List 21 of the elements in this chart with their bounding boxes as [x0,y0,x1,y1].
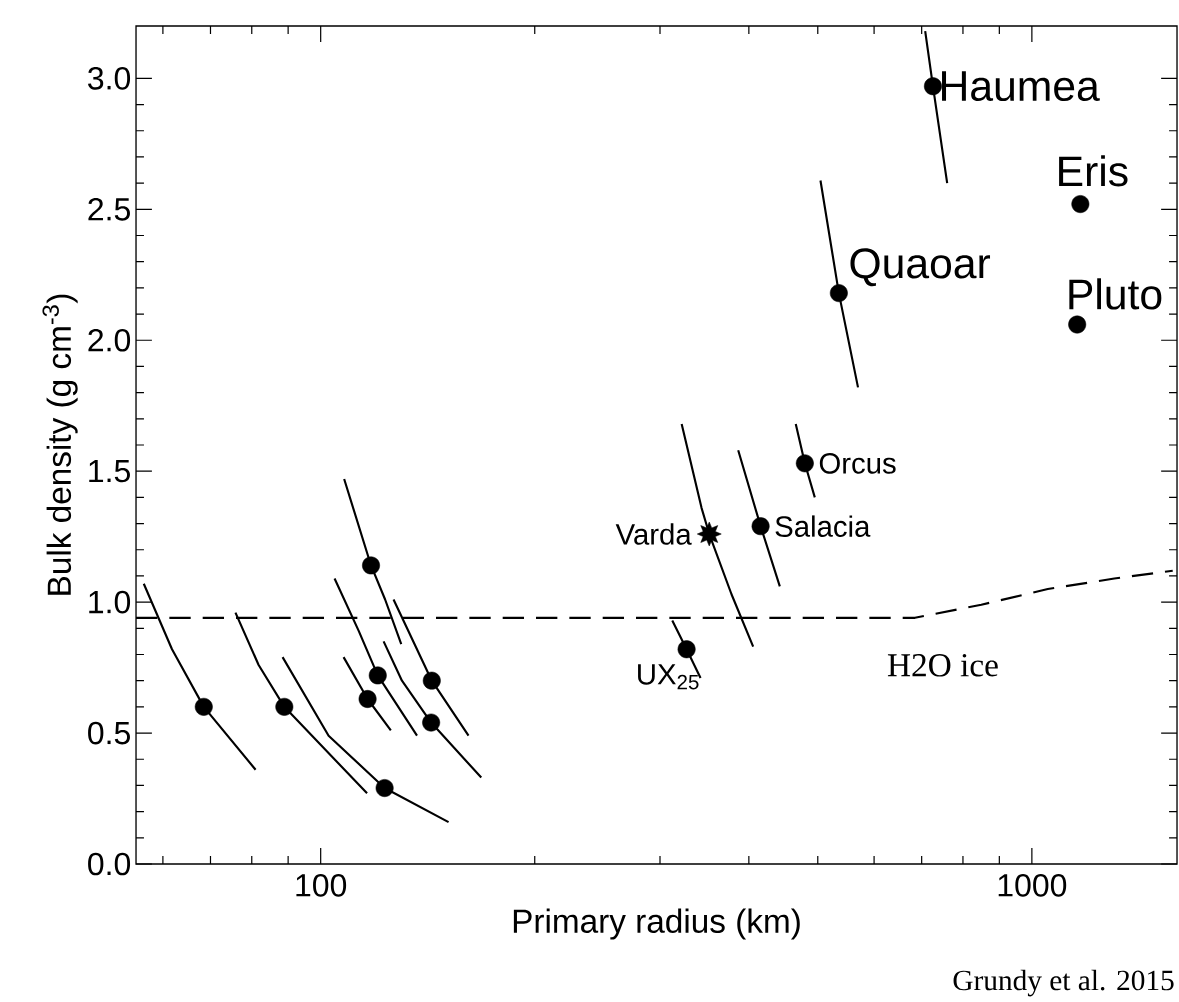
y-tick-label: 2.5 [88,197,130,221]
annotation: Varda [615,523,692,545]
annotation: H2O ice [887,654,998,677]
annotation: Orcus [819,452,896,474]
y-tick-label: 1.5 [89,460,130,483]
y-tick-label: 3.0 [88,67,131,90]
annotation: Eris [1059,155,1128,187]
y-tick-label: 0.5 [88,721,130,745]
annotation: UX$_{25}$ [638,664,699,690]
y-tick-label: 1.0 [89,590,131,614]
annotation: Salacia [775,515,871,537]
x-tick-label: 1000 [998,874,1067,897]
y-tick-label: 2.0 [88,328,131,352]
y-axis-title: Bulk density (g cm$^{-3}$) [42,294,78,595]
annotation: Pluto [1069,278,1162,310]
annotation: Quaoar [850,248,991,287]
x-axis-title: Primary radius (km) [513,908,800,940]
x-tick-label: 100 [296,874,347,897]
text: Grundy et al. 2015 [953,969,1174,997]
y-tick-label: 0.0 [88,852,131,876]
annotation: Haumea [942,71,1100,102]
